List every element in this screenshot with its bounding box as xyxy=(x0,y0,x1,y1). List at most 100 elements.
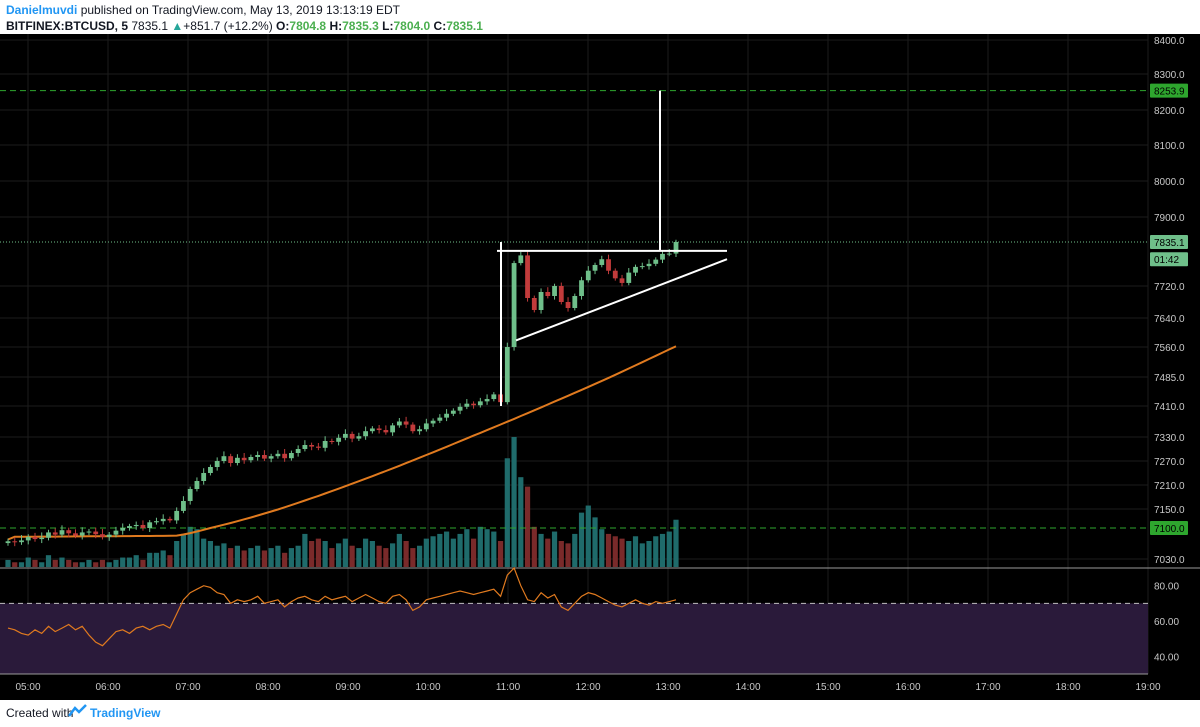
volume-bar xyxy=(93,562,99,567)
time-axis: 05:00 06:00 07:00 08:00 09:00 10:00 11:00 12:00… xyxy=(0,673,1161,700)
candle-body xyxy=(592,264,598,271)
candle-body xyxy=(241,457,247,461)
volume-bar xyxy=(133,555,139,567)
candle-body xyxy=(268,456,274,459)
candle-body xyxy=(383,430,389,433)
published-text: published on TradingView.com, May 13, 20… xyxy=(80,3,401,17)
volume-bar xyxy=(194,529,200,567)
candle-body xyxy=(619,278,625,283)
volume-bar xyxy=(619,538,625,567)
candle-body xyxy=(491,394,497,400)
volume-bar xyxy=(221,543,227,567)
candle-body xyxy=(430,420,436,424)
volume-bar xyxy=(106,562,112,567)
rsi-band xyxy=(0,603,1148,674)
volume-bar xyxy=(18,562,25,567)
price-label-box xyxy=(1150,521,1188,535)
ascending-triangle-drawing[interactable] xyxy=(497,90,728,406)
candle-body xyxy=(19,540,24,543)
time-tick-label: 19:00 xyxy=(1135,682,1160,693)
volume-bar xyxy=(322,541,328,567)
volume-bar xyxy=(383,548,389,567)
volume-bar xyxy=(376,545,382,567)
volume-bar xyxy=(531,526,537,567)
chart-header: Danielmuvdi published on TradingView.com… xyxy=(0,0,1200,34)
candle-body xyxy=(585,270,591,281)
candle-body xyxy=(315,446,321,448)
price-chart[interactable]: 80.00 60.00 40.00 8400.0 8300.0 8200.0 8100.0… xyxy=(0,34,1200,700)
volume-bar xyxy=(147,552,153,567)
candle-body xyxy=(255,455,261,457)
candle-body xyxy=(154,521,159,523)
price-tick-label: 7640.0 xyxy=(1154,314,1185,325)
candle-body xyxy=(140,524,146,528)
time-tick-label: 16:00 xyxy=(895,682,920,693)
price-label-box xyxy=(1150,235,1188,249)
candle-body xyxy=(201,473,207,481)
candle-body xyxy=(342,433,348,438)
candle-body xyxy=(477,401,483,406)
volume-bar xyxy=(228,548,234,567)
volume-bar xyxy=(59,557,65,567)
time-tick-label: 11:00 xyxy=(496,682,521,693)
price-tick-label: 7150.0 xyxy=(1154,505,1185,516)
time-tick-label: 12:00 xyxy=(575,682,600,693)
price-tick-label: 7900.0 xyxy=(1154,213,1185,224)
time-tick-label: 10:00 xyxy=(415,682,440,693)
price-tick-label: 8200.0 xyxy=(1154,106,1185,117)
candle-body xyxy=(646,263,652,267)
candle-body xyxy=(457,406,463,411)
price-axis-labels: 8400.0 8300.0 8200.0 8100.0 8000.0 7900.0 7720… xyxy=(1150,36,1188,566)
price-label-box xyxy=(1150,83,1188,98)
volume-bar xyxy=(160,550,166,567)
candle-body xyxy=(248,457,254,461)
price-tick-label: 8300.0 xyxy=(1154,70,1185,81)
volume-bar xyxy=(234,545,241,567)
candle-body xyxy=(579,280,584,296)
candle-body xyxy=(5,541,11,544)
candle-body xyxy=(262,455,267,459)
volume-bar xyxy=(336,543,342,567)
volume-bar xyxy=(477,526,483,567)
tradingview-brand-link[interactable]: TradingView xyxy=(90,706,161,720)
volume-bar xyxy=(99,559,106,567)
volume-bar xyxy=(207,541,214,567)
volume-bar xyxy=(518,477,524,567)
volume-bar xyxy=(497,541,504,567)
volume-bar xyxy=(32,559,38,567)
symbol-label: BITFINEX:BTCUSD, 5 xyxy=(6,19,129,33)
horizontal-levels xyxy=(0,90,1148,529)
volume-bar xyxy=(585,505,591,567)
candle-body xyxy=(295,449,301,453)
volume-bar xyxy=(450,538,456,567)
candle-body xyxy=(653,259,659,264)
volume-bar xyxy=(464,529,470,567)
volume-bar xyxy=(396,533,402,567)
time-tick-label: 05:00 xyxy=(15,682,40,693)
candle-body xyxy=(214,461,220,467)
candle-body xyxy=(309,445,315,447)
time-tick-label: 17:00 xyxy=(975,682,1000,693)
candle-body xyxy=(511,263,517,347)
volume-bar xyxy=(66,559,72,567)
price-change: +851.7 (+12.2%) xyxy=(183,19,273,33)
time-tick-label: 07:00 xyxy=(175,682,200,693)
symbol-line: BITFINEX:BTCUSD, 5 7835.1 ▲+851.7 (+12.2… xyxy=(6,19,483,33)
volume-bar xyxy=(342,538,348,567)
author-link[interactable]: Danielmuvdi xyxy=(6,3,78,17)
candle-body xyxy=(403,421,409,425)
candle-body xyxy=(120,528,126,531)
volume-bar xyxy=(255,545,261,567)
candle-body xyxy=(39,537,45,540)
open-value: 7804.8 xyxy=(289,19,327,33)
last-price: 7835.1 xyxy=(131,19,169,33)
candle-body xyxy=(86,531,92,533)
footer: Created with TradingView xyxy=(0,700,1200,727)
candle-body xyxy=(127,526,132,528)
volume-bar xyxy=(390,543,396,567)
candle-body xyxy=(235,457,240,463)
price-tick-label: 7560.0 xyxy=(1154,343,1185,354)
candle-body xyxy=(423,423,429,430)
volume-bar xyxy=(437,533,443,567)
candle-body xyxy=(558,286,564,302)
